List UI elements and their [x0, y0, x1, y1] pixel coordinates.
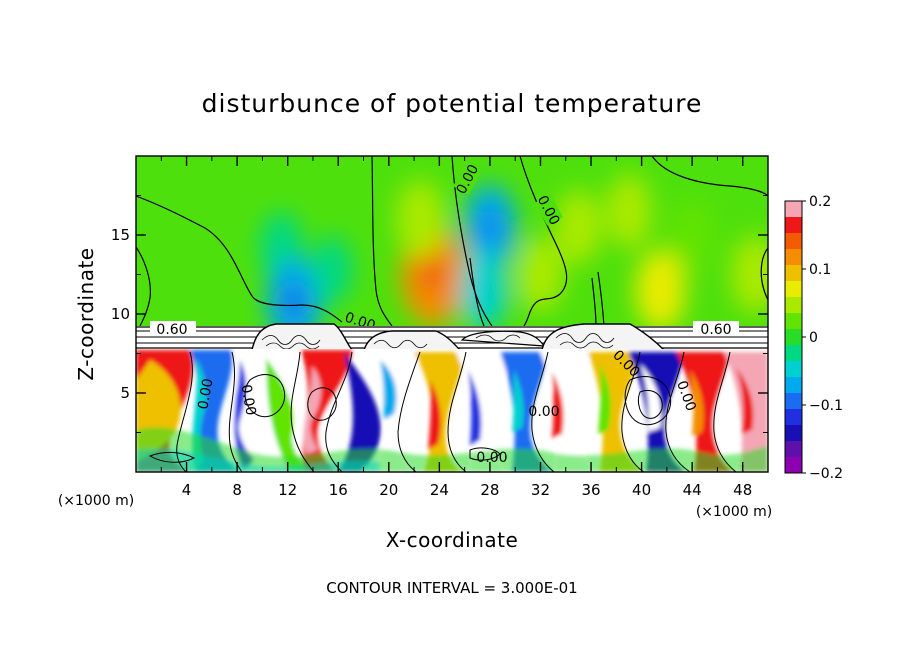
colorbar-swatch: [785, 201, 802, 218]
contour-interval-note: CONTOUR INTERVAL = 3.000E-01: [326, 579, 577, 597]
colorbar: 0.2 0.1 0 −0.1 −0.2: [784, 194, 843, 482]
colorbar-swatch: [785, 249, 802, 266]
y-tick-label: 15: [111, 226, 130, 244]
x-tick-label: 8: [232, 481, 242, 499]
contour-label: 0.00: [237, 383, 258, 416]
y-tick-label: 5: [120, 384, 130, 402]
field-blob: [731, 235, 768, 314]
field-blob: [311, 236, 353, 304]
x-axis-title: X-coordinate: [386, 528, 519, 552]
colorbar-tick-label: 0: [809, 330, 818, 346]
field-blob: [670, 199, 714, 271]
colorbar-swatch: [785, 393, 802, 410]
x-tick-label: 48: [733, 481, 752, 499]
contour-label: 0.00: [476, 450, 507, 466]
field-blob: [396, 180, 445, 259]
x-axis: 4 8 12 16 20 24 28 32 36 40 44 48: [160, 156, 752, 499]
colorbar-swatch: [785, 441, 802, 458]
colorbar-swatch: [785, 297, 802, 314]
y-axis: 5 10 15: [111, 195, 768, 433]
colorbar-swatch: [785, 361, 802, 378]
colorbar-swatch: [785, 233, 802, 250]
contour-line: [760, 247, 768, 301]
contour-line: [136, 246, 151, 327]
contour-line: [371, 156, 393, 327]
field-blob-core: [425, 258, 442, 291]
field-blob: [635, 249, 686, 328]
lower-field: 0.00 0.00 0.00 0.00 0.00 0.00: [136, 349, 768, 472]
contour-label: 0.00: [528, 404, 559, 420]
upper-contours: [136, 156, 768, 327]
field-blob-core: [481, 211, 498, 244]
field-blob: [555, 189, 602, 265]
colorbar-swatch: [785, 217, 802, 234]
field-blob-core: [286, 285, 302, 318]
colorbar-tick-label: −0.1: [809, 398, 843, 414]
plot-area: 0.00 0.00 0.00 0.60 0.60: [136, 156, 768, 472]
colorbar-swatch: [785, 457, 802, 474]
x-tick-label: 12: [278, 481, 297, 499]
x-tick-label: 40: [632, 481, 651, 499]
colorbar-tick-label: 0.1: [809, 262, 831, 278]
contour-line: [469, 257, 485, 327]
colorbar-swatch: [785, 265, 802, 282]
colorbar-swatch: [785, 345, 802, 362]
contour-line: [597, 271, 605, 327]
colorbar-tick-label: −0.2: [809, 466, 843, 482]
z-unit-label: (×1000 m): [696, 504, 772, 520]
upper-field: [259, 174, 768, 328]
contour-line: [651, 156, 768, 197]
colorbar-swatch: [785, 281, 802, 298]
colorbar-tick-label: 0.2: [809, 194, 831, 210]
x-tick-label: 4: [182, 481, 192, 499]
contour-line: [136, 195, 343, 323]
x-tick-label: 44: [683, 481, 702, 499]
contour-line: [451, 156, 493, 327]
colorbar-swatch: [785, 329, 802, 346]
colorbar-swatch: [785, 409, 802, 426]
x-tick-label: 20: [379, 481, 398, 499]
colorbar-swatch: [785, 377, 802, 394]
x-tick-label: 32: [531, 481, 550, 499]
contour-line: [591, 277, 597, 327]
colorbar-swatch: [785, 313, 802, 330]
colorbar-swatch: [785, 425, 802, 442]
x-tick-label: 36: [581, 481, 600, 499]
turbulent-clumps: [251, 323, 666, 351]
contour-label: 0.60: [700, 322, 731, 338]
y-axis-title: Z-coordinate: [74, 247, 98, 380]
field-blob: [517, 237, 564, 312]
y-tick-label: 10: [111, 305, 130, 323]
chart-title: disturbunce of potential temperature: [202, 89, 703, 118]
x-tick-label: 24: [430, 481, 449, 499]
contour-label: 0.60: [156, 322, 187, 338]
x-unit-label: (×1000 m): [58, 493, 134, 509]
contour-label: 0.00: [195, 377, 216, 410]
x-tick-label: 16: [329, 481, 348, 499]
field-blob: [606, 174, 652, 249]
x-tick-label: 28: [480, 481, 499, 499]
